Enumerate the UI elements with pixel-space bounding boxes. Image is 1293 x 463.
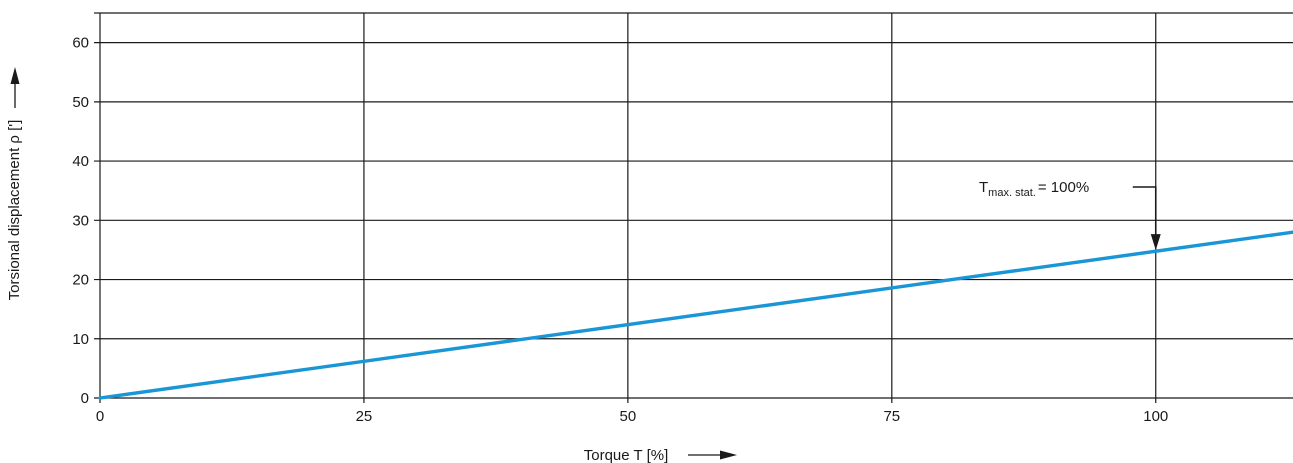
y-tick-label-10: 10 (72, 331, 89, 348)
y-axis-arrow-icon (10, 67, 20, 108)
series-line-0 (98, 230, 1293, 400)
x-tick-labels: 0 25 50 75 100 (96, 408, 1168, 425)
annotation-value: = 100% (1038, 179, 1089, 196)
annotation-arrow-icon (1132, 186, 1157, 238)
svg-text:Tmax. stat.= 100%: Tmax. stat. = 100% (979, 179, 1089, 199)
y-tick-label-0: 0 (81, 390, 89, 407)
x-tick-label-75: 75 (883, 408, 900, 425)
annotation-subscript: max. stat. (988, 187, 1036, 199)
annotation-symbol: T (979, 179, 988, 196)
tmax-annotation: Tmax. stat. = 100% (979, 179, 1161, 251)
x-axis-title: Torque T [%] (584, 447, 669, 463)
annotation-arrow-head-icon (1150, 234, 1161, 251)
x-tick-label-25: 25 (356, 408, 373, 425)
y-tick-label-40: 40 (72, 153, 89, 170)
y-axis-title: Torsional displacement ρ ['] (6, 120, 23, 301)
y-tick-labels: 0 10 20 30 40 50 60 (72, 35, 89, 407)
grid (94, 12, 1293, 403)
series (98, 230, 1293, 400)
y-tick-label-50: 50 (72, 94, 89, 111)
y-tick-label-20: 20 (72, 272, 89, 289)
x-tick-label-50: 50 (620, 408, 637, 425)
y-tick-label-30: 30 (72, 212, 89, 229)
x-tick-label-0: 0 (96, 408, 104, 425)
x-axis-arrow-icon (688, 450, 737, 460)
x-tick-label-100: 100 (1143, 408, 1168, 425)
y-tick-label-60: 60 (72, 35, 89, 52)
